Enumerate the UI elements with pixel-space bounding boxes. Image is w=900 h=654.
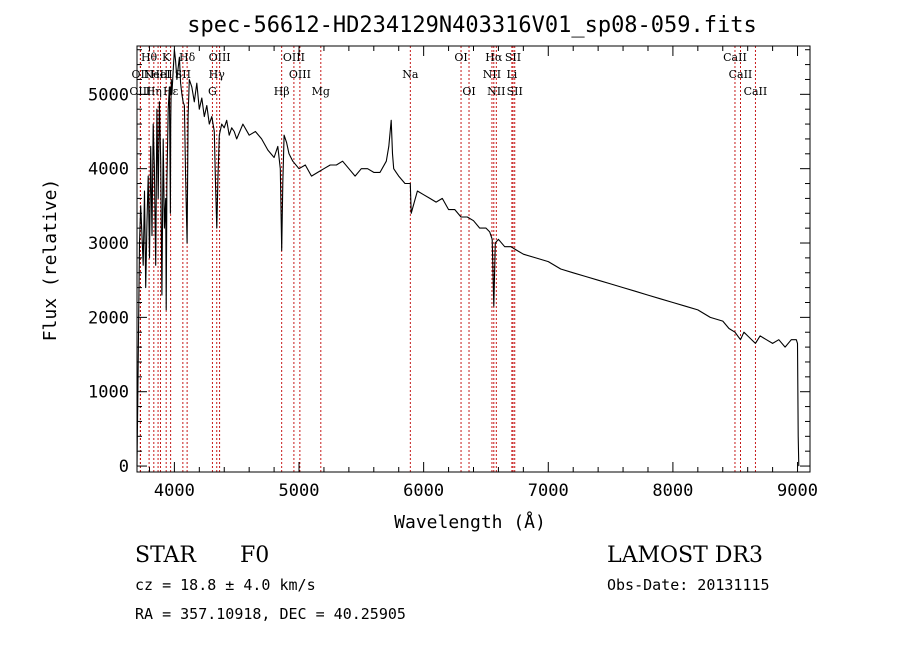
line-marker-label: Hβ bbox=[274, 85, 290, 98]
chart-title: spec-56612-HD234129N403316V01_sp08-059.f… bbox=[187, 13, 757, 38]
x-axis: 4000 5000 6000 7000 8000 9000 bbox=[148, 46, 818, 501]
obs-date: Obs-Date: 20131115 bbox=[607, 576, 770, 594]
y-tick-label: 4000 bbox=[88, 160, 129, 180]
y-tick-label: 5000 bbox=[88, 85, 129, 105]
x-tick-label: 9000 bbox=[777, 481, 818, 501]
line-marker-label: CaII bbox=[729, 68, 753, 81]
line-marker-label: G bbox=[208, 85, 217, 98]
x-tick-label: 8000 bbox=[652, 481, 693, 501]
line-marker-label: K bbox=[162, 51, 171, 64]
spectrum-line bbox=[136, 49, 800, 467]
line-marker-label: OI bbox=[462, 85, 475, 98]
line-marker-label: SII bbox=[175, 68, 191, 81]
y-tick-label: 3000 bbox=[88, 234, 129, 254]
line-marker-label: Hθ bbox=[141, 51, 158, 64]
line-marker-label: Hη bbox=[146, 85, 162, 98]
line-marker-label: OI bbox=[454, 51, 467, 64]
line-marker-label: HeI bbox=[150, 68, 170, 81]
redshift-cz: cz = 18.8 ± 4.0 km/s bbox=[135, 576, 316, 594]
x-tick-label: 6000 bbox=[403, 481, 444, 501]
object-class: STAR bbox=[135, 543, 197, 568]
survey-name: LAMOST DR3 bbox=[607, 543, 763, 568]
line-marker-label: SII bbox=[507, 85, 523, 98]
y-tick-label: 1000 bbox=[88, 383, 129, 403]
y-tick-label: 0 bbox=[119, 457, 129, 477]
line-marker-label: Hδ bbox=[179, 51, 196, 64]
line-marker-label: NeIII bbox=[143, 68, 172, 81]
line-marker-label: Mg bbox=[312, 85, 330, 98]
line-marker-label: OIII bbox=[209, 51, 231, 64]
line-marker-label: CaII bbox=[744, 85, 768, 98]
y-axis: 0 1000 2000 3000 4000 5000 bbox=[88, 49, 810, 477]
line-marker-label: CaII bbox=[723, 51, 747, 64]
line-marker-label: NII bbox=[487, 85, 505, 98]
line-marker-label: NII bbox=[483, 68, 501, 81]
object-subclass: F0 bbox=[240, 543, 269, 568]
plot-frame bbox=[136, 45, 811, 473]
line-marker-label: Na bbox=[402, 68, 419, 81]
line-marker-label: OIII bbox=[283, 51, 305, 64]
line-marker-group bbox=[139, 46, 756, 472]
x-tick-label: 5000 bbox=[279, 481, 320, 501]
y-axis-label: Flux (relative) bbox=[40, 179, 61, 342]
line-marker-label: Hα bbox=[485, 51, 503, 64]
x-axis-label: Wavelength (Å) bbox=[394, 511, 546, 533]
x-tick-label: 7000 bbox=[528, 481, 569, 501]
x-tick-label: 4000 bbox=[154, 481, 195, 501]
line-marker-label: OIII bbox=[289, 68, 311, 81]
line-marker-label: OII bbox=[132, 68, 150, 81]
line-marker-label: Hγ bbox=[209, 68, 226, 81]
coordinates: RA = 357.10918, DEC = 40.25905 bbox=[135, 605, 406, 623]
line-marker-label: SII bbox=[505, 51, 521, 64]
y-tick-label: 2000 bbox=[88, 308, 129, 328]
line-marker-label: Li bbox=[506, 68, 517, 81]
